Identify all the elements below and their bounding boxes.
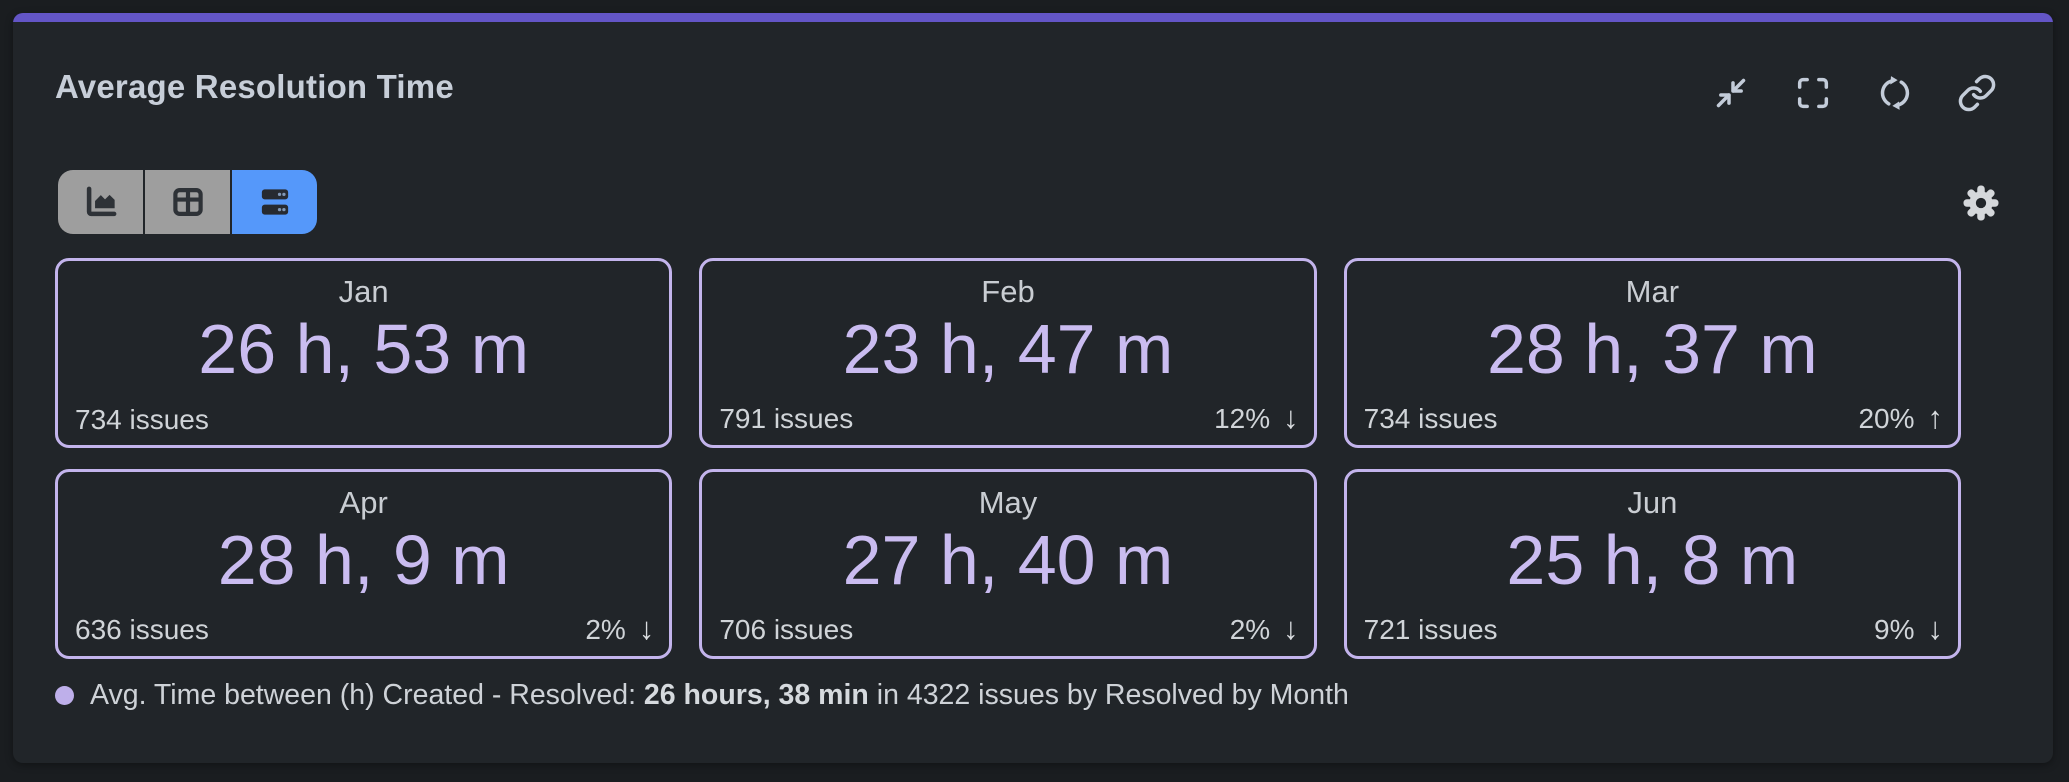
legend-item[interactable]: Avg. Time between (h) Created - Resolved…: [55, 679, 1349, 712]
trend-indicator: 2% ↓: [585, 611, 654, 647]
refresh-icon: [1880, 76, 1910, 110]
month-label: Jun: [1627, 485, 1678, 520]
trend-indicator: 2% ↓: [1230, 611, 1299, 647]
month-card-jan: Jan 26 h, 53 m 734 issues: [55, 258, 673, 448]
resolution-time-value: 27 h, 40 m: [842, 521, 1174, 599]
issues-count: 791 issues: [719, 403, 854, 434]
settings-button[interactable]: [1961, 183, 2001, 223]
resolution-time-value: 26 h, 53 m: [198, 310, 530, 388]
month-card-mar: Mar 28 h, 37 m 734 issues 20% ↑: [1343, 258, 1961, 448]
compress-icon: [1716, 78, 1746, 108]
issues-count: 721 issues: [1363, 614, 1498, 645]
gear-icon: [1963, 185, 1999, 221]
refresh-button[interactable]: [1875, 73, 1915, 113]
link-button[interactable]: [1957, 73, 1997, 113]
view-toggle-chart[interactable]: [58, 170, 143, 234]
view-toggle-group: [58, 170, 317, 234]
issues-count: 706 issues: [719, 614, 854, 645]
view-toggle-cards[interactable]: [232, 170, 317, 234]
month-label: Mar: [1625, 274, 1680, 309]
trend-indicator: 20% ↑: [1858, 400, 1943, 436]
month-card-apr: Apr 28 h, 9 m 636 issues 2% ↓: [55, 469, 673, 659]
link-icon: [1958, 74, 1996, 112]
trend-indicator: 9% ↓: [1874, 611, 1943, 647]
resolution-time-value: 28 h, 9 m: [217, 521, 510, 599]
fullscreen-icon: [1797, 77, 1829, 109]
month-label: May: [978, 485, 1038, 520]
trend-arrow-icon: ↓: [638, 611, 655, 646]
compress-button[interactable]: [1711, 73, 1751, 113]
trend-arrow-icon: ↑: [1927, 400, 1943, 435]
trend-percent: 2%: [1229, 614, 1271, 645]
month-card-jun: Jun 25 h, 8 m 721 issues 9% ↓: [1343, 469, 1961, 659]
issues-count: 636 issues: [75, 614, 209, 645]
month-label: Jan: [338, 274, 389, 309]
trend-arrow-icon: ↓: [1927, 611, 1943, 646]
month-card-feb: Feb 23 h, 47 m 791 issues 12% ↓: [699, 258, 1317, 448]
trend-arrow-icon: ↓: [1283, 400, 1299, 435]
issues-count: 734 issues: [1363, 403, 1498, 434]
average-resolution-time-panel: Average Resolution Time: [13, 13, 2053, 763]
resolution-time-value: 25 h, 8 m: [1506, 521, 1799, 599]
trend-percent: 20%: [1858, 403, 1915, 434]
resolution-time-value: 23 h, 47 m: [842, 310, 1174, 388]
table-icon: [172, 187, 203, 217]
trend-percent: 9%: [1874, 614, 1915, 645]
panel-accent-bar: [13, 13, 2053, 22]
legend-bullet-icon: [55, 686, 74, 705]
legend-text: Avg. Time between (h) Created - Resolved…: [90, 679, 1349, 712]
legend-suffix: in 4322 issues by Resolved by Month: [868, 679, 1349, 711]
trend-percent: 12%: [1214, 403, 1271, 434]
cards-icon: [261, 189, 288, 215]
fullscreen-button[interactable]: [1793, 73, 1833, 113]
area-chart-icon: [86, 186, 116, 217]
trend-percent: 2%: [585, 614, 626, 645]
legend-prefix: Avg. Time between (h) Created - Resolved…: [90, 679, 644, 711]
resolution-time-value: 28 h, 37 m: [1486, 310, 1818, 388]
legend-highlight: 26 hours, 38 min: [643, 679, 869, 711]
panel-title: Average Resolution Time: [55, 68, 454, 105]
trend-arrow-icon: ↓: [1283, 611, 1299, 646]
month-card-may: May 27 h, 40 m 706 issues 2% ↓: [699, 469, 1317, 659]
trend-indicator: 12% ↓: [1214, 400, 1299, 436]
month-label: Feb: [981, 274, 1035, 309]
month-cards-grid: Jan 26 h, 53 m 734 issues Feb 23 h, 47 m…: [55, 258, 1961, 659]
panel-header-actions: [1711, 73, 1997, 113]
issues-count: 734 issues: [75, 404, 209, 435]
view-toggle-table[interactable]: [145, 170, 230, 234]
month-label: Apr: [339, 485, 388, 520]
